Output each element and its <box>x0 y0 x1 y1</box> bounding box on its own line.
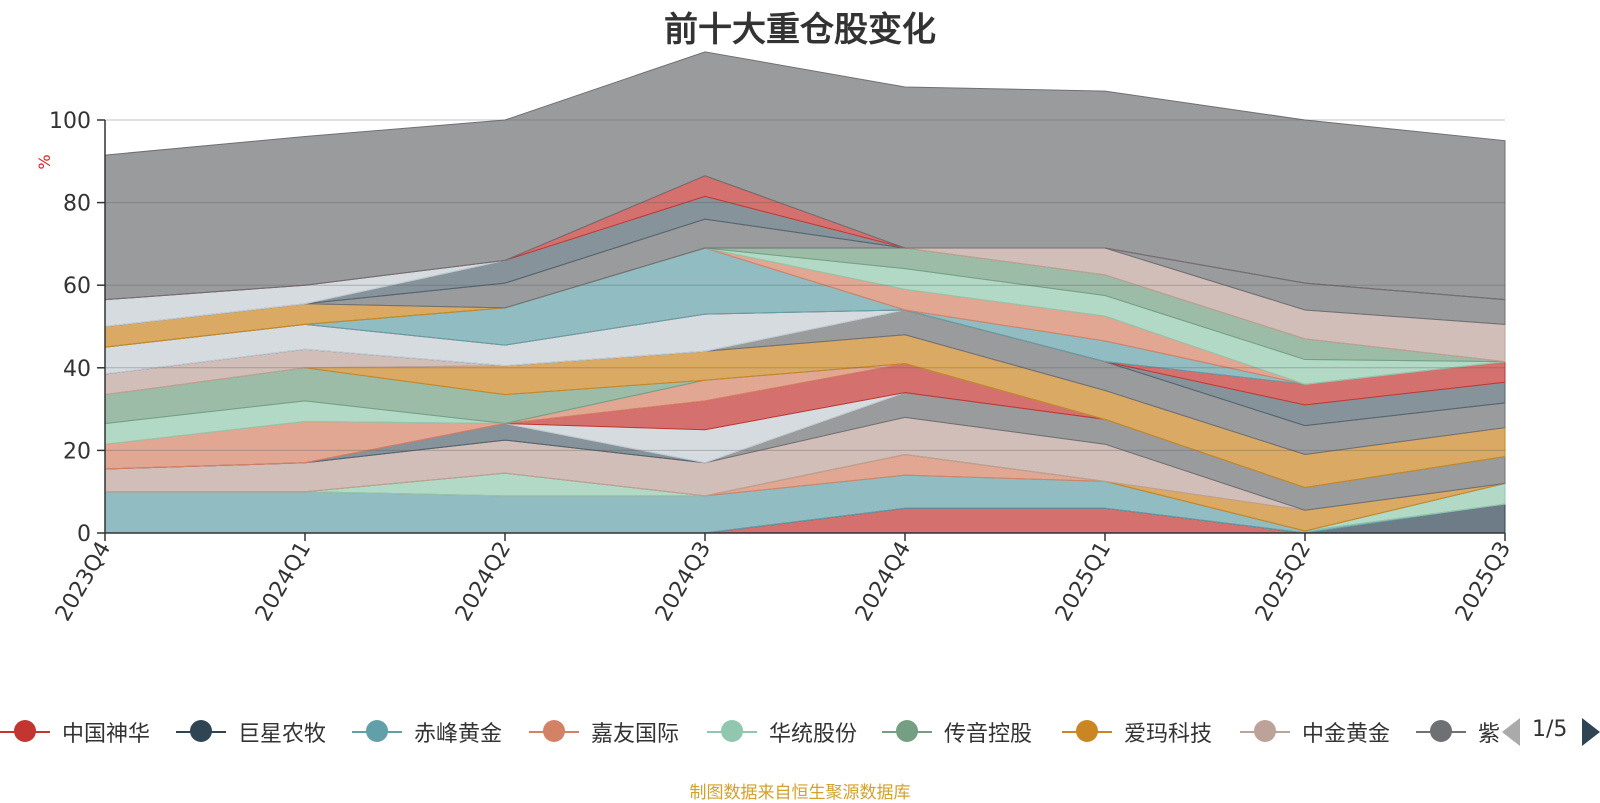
legend-item[interactable]: 巨星农牧 <box>176 712 326 752</box>
legend-item[interactable]: 爱玛科技 <box>1062 712 1212 752</box>
axes <box>104 120 1505 534</box>
legend-marker-icon <box>529 720 579 742</box>
gridlines <box>105 119 1505 451</box>
x-tick-label: 2023Q4 <box>51 538 116 626</box>
legend: 中国神华 巨星农牧 赤峰黄金 嘉友国际 华统股份 传音控股 爱玛科技 中金黄金 紫金矿业 <box>0 712 1500 752</box>
legend-item[interactable]: 中金黄金 <box>1240 712 1390 752</box>
legend-label: 赤峰黄金 <box>414 722 503 747</box>
x-tick-label: 2025Q3 <box>1451 538 1516 626</box>
y-tick-labels: 0 20 40 60 80 100 <box>49 109 105 547</box>
y-tick-label: 20 <box>63 439 91 464</box>
y-tick-label: 80 <box>63 192 91 217</box>
legend-label: 紫金矿业 <box>1478 722 1500 747</box>
legend-item[interactable]: 紫金矿业 <box>1416 712 1500 752</box>
area-band-31 <box>104 51 1506 301</box>
legend-label: 巨星农牧 <box>238 722 327 747</box>
pager-text: 1/5 <box>1532 717 1568 742</box>
legend-item[interactable]: 嘉友国际 <box>529 712 679 752</box>
chart-title: 前十大重仓股变化 <box>664 10 936 50</box>
x-tick-label: 2024Q4 <box>851 538 916 626</box>
y-tick-label: 60 <box>63 274 91 299</box>
legend-item[interactable]: 中国神华 <box>0 712 150 752</box>
legend-dot-icon <box>1254 720 1276 742</box>
x-tick-label: 2024Q3 <box>651 538 716 626</box>
area-bands <box>104 51 1506 534</box>
x-tick-label: 2025Q1 <box>1051 538 1116 626</box>
legend-marker-icon <box>707 720 757 742</box>
legend-item[interactable]: 华统股份 <box>707 712 857 752</box>
legend-marker-icon <box>1416 720 1466 742</box>
legend-dot-icon <box>721 720 743 742</box>
legend-pager: 1/5 <box>1500 712 1600 752</box>
x-tick-label: 2025Q2 <box>1251 538 1316 626</box>
y-tick-label: 0 <box>77 522 91 547</box>
legend-item[interactable]: 传音控股 <box>882 712 1032 752</box>
legend-dot-icon <box>896 720 918 742</box>
pager-next-icon[interactable] <box>1582 718 1600 746</box>
legend-label: 中金黄金 <box>1302 722 1391 747</box>
legend-label: 嘉友国际 <box>591 722 680 747</box>
x-tick-label: 2024Q2 <box>451 538 516 626</box>
y-tick-label: 100 <box>49 109 91 134</box>
legend-label: 华统股份 <box>769 722 858 747</box>
y-tick-label: 40 <box>63 357 91 382</box>
legend-marker-icon <box>352 720 402 742</box>
x-tick-labels: 2023Q4 2024Q1 2024Q2 2024Q3 2024Q4 2025Q1 2025… <box>51 533 1516 626</box>
legend-dot-icon <box>543 720 565 742</box>
legend-dot-icon <box>1430 720 1452 742</box>
legend-dot-icon <box>14 720 36 742</box>
legend-dot-icon <box>1076 720 1098 742</box>
y-axis-label: % <box>35 154 54 169</box>
pager-prev-icon[interactable] <box>1502 718 1520 746</box>
legend-marker-icon <box>0 720 50 742</box>
legend-marker-icon <box>176 720 226 742</box>
legend-marker-icon <box>1062 720 1112 742</box>
legend-marker-icon <box>882 720 932 742</box>
legend-item[interactable]: 赤峰黄金 <box>352 712 502 752</box>
legend-dot-icon <box>366 720 388 742</box>
legend-label: 传音控股 <box>944 722 1033 747</box>
legend-marker-icon <box>1240 720 1290 742</box>
legend-dot-icon <box>190 720 212 742</box>
legend-label: 中国神华 <box>62 722 151 747</box>
x-tick-label: 2024Q1 <box>251 538 316 626</box>
legend-label: 爱玛科技 <box>1124 722 1213 747</box>
source-note: 制图数据来自恒生聚源数据库 <box>689 783 911 803</box>
